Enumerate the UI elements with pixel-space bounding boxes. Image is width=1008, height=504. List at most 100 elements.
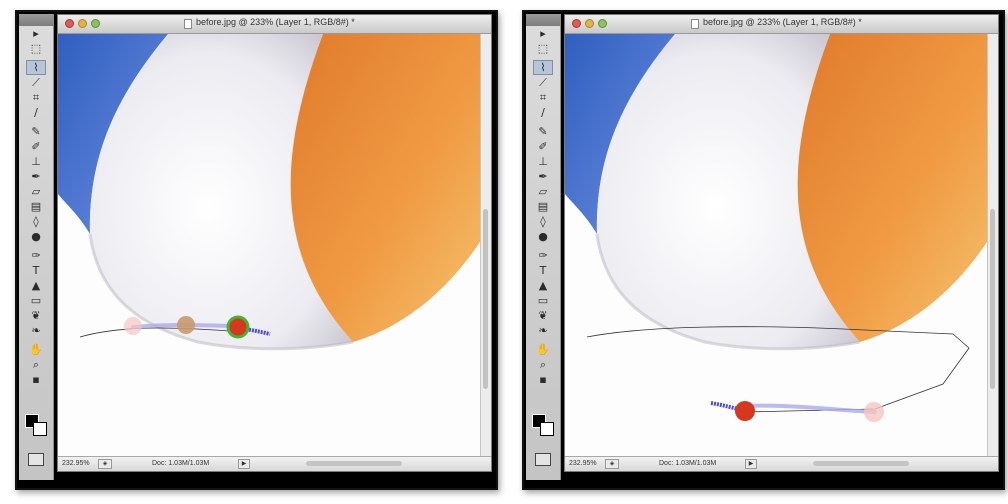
ball-white-panel [89,34,353,349]
gradient-tool-icon[interactable]: ▤ [537,200,549,213]
horizontal-scrollbar-thumb[interactable] [306,461,402,466]
tools-panel-grip[interactable] [526,14,560,26]
status-menu-arrow-icon[interactable]: ▶ [238,459,250,469]
background-color-swatch[interactable] [540,422,554,436]
crop-tool-icon[interactable]: ⌗ [539,91,547,104]
quick-mask-button[interactable] [535,453,551,466]
click-marker-active [226,315,250,339]
marquee-tool-icon[interactable]: ⬚ [537,42,549,55]
default-colors-icon[interactable]: ▪ [32,373,40,386]
status-menu-arrow-icon[interactable]: ▶ [745,459,757,469]
close-window-button[interactable] [572,19,581,28]
status-bar: 232.95% ◈ Doc: 1.03M/1.03M ▶ [58,456,491,471]
brush-tool-icon[interactable]: ✐ [31,140,41,153]
vertical-scrollbar-thumb[interactable] [483,209,488,389]
ball-blue-panel [565,34,675,234]
lasso-selection-path [79,327,244,338]
clone-stamp-tool-icon[interactable]: ⊥ [538,155,548,168]
polygonal-lasso-tool-icon[interactable]: ⌇ [26,60,46,75]
document-window: before.jpg @ 233% (Layer 1, RGB/8#) * [564,14,999,472]
ball-white-panel [596,34,860,349]
horizontal-scrollbar-thumb[interactable] [813,461,909,466]
background-color-swatch[interactable] [33,422,47,436]
zoom-level[interactable]: 232.95% [62,460,90,467]
hand-tool-icon[interactable]: ✋ [536,343,550,356]
move-tool-icon[interactable]: ▸ [540,27,546,40]
pen-tool-icon[interactable]: ✑ [31,249,41,262]
polygonal-lasso-tool-icon[interactable]: ⌇ [533,60,553,75]
document-size: Doc: 1.03M/1.03M [152,460,210,467]
eraser-tool-icon[interactable]: ▱ [31,185,41,198]
cursor-drag-stroke [242,327,271,336]
3d-orbit-tool-icon[interactable]: ❧ [538,324,548,337]
dodge-tool-icon[interactable]: ● [31,230,41,243]
quick-selection-tool-icon[interactable]: ⟋ [32,76,40,89]
document-icon [184,19,192,29]
healing-brush-tool-icon[interactable]: ✎ [31,125,41,138]
default-colors-icon[interactable]: ▪ [539,373,547,386]
crop-tool-icon[interactable]: ⌗ [32,91,40,104]
zoom-preset-icon[interactable]: ◈ [98,459,112,469]
rectangle-tool-icon[interactable]: ▭ [30,294,42,307]
document-icon [691,19,699,29]
path-selection-tool-icon[interactable]: ▲ [538,279,548,292]
3d-rotate-tool-icon[interactable]: ❦ [31,309,41,322]
marquee-tool-icon[interactable]: ⬚ [30,42,42,55]
document-titlebar: before.jpg @ 233% (Layer 1, RGB/8#) * [58,15,491,34]
canvas-image [565,34,988,457]
click-marker-active [735,401,755,421]
image-canvas[interactable] [565,34,988,457]
eyedropper-tool-icon[interactable]: ∕ [541,106,545,119]
3d-rotate-tool-icon[interactable]: ❦ [538,309,548,322]
vertical-scrollbar[interactable] [987,34,998,457]
rectangle-tool-icon[interactable]: ▭ [537,294,549,307]
ball-shadow-edge [595,233,861,351]
canvas-image [58,34,481,457]
click-marker-mid [177,316,195,334]
move-tool-icon[interactable]: ▸ [33,27,39,40]
zoom-level[interactable]: 232.95% [569,460,597,467]
tools-panel-grip[interactable] [19,14,53,26]
clone-stamp-tool-icon[interactable]: ⊥ [31,155,41,168]
cursor-trail [743,403,877,414]
screenshot-right: ▸ ⬚ ⌇ ⟋ ⌗ ∕ ✎ ✐ ⊥ ✒ ▱ ▤ ◊ ● ✑ T ▲ ▭ ❦ ❧ ✋ ⌕ ▪ before.jpg @ 233… [522,10,1005,490]
click-marker-faded [864,402,884,422]
color-swatches[interactable] [25,414,47,436]
image-canvas[interactable] [58,34,481,457]
color-swatches[interactable] [532,414,554,436]
zoom-preset-icon[interactable]: ◈ [605,459,619,469]
zoom-tool-icon[interactable]: ⌕ [32,358,40,371]
zoom-window-button[interactable] [91,19,100,28]
history-brush-tool-icon[interactable]: ✒ [538,170,548,183]
ball-blue-panel [58,34,168,234]
eraser-tool-icon[interactable]: ▱ [538,185,548,198]
screenshot-left: ▸ ⬚ ⌇ ⟋ ⌗ ∕ ✎ ✐ ⊥ ✒ ▱ ▤ ◊ ● ✑ T ▲ ▭ ❦ ❧ ✋ ⌕ ▪ before.jpg @ 233… [15,10,498,490]
dodge-tool-icon[interactable]: ● [538,230,548,243]
brush-tool-icon[interactable]: ✐ [538,140,548,153]
vertical-scrollbar-thumb[interactable] [990,209,995,389]
blur-tool-icon[interactable]: ◊ [540,215,546,228]
minimize-window-button[interactable] [78,19,87,28]
zoom-tool-icon[interactable]: ⌕ [539,358,547,371]
3d-orbit-tool-icon[interactable]: ❧ [31,324,41,337]
document-size: Doc: 1.03M/1.03M [659,460,717,467]
healing-brush-tool-icon[interactable]: ✎ [538,125,548,138]
type-tool-icon[interactable]: T [539,264,547,277]
path-selection-tool-icon[interactable]: ▲ [31,279,41,292]
document-window: before.jpg @ 233% (Layer 1, RGB/8#) * [57,14,492,472]
minimize-window-button[interactable] [585,19,594,28]
hand-tool-icon[interactable]: ✋ [29,343,43,356]
quick-selection-tool-icon[interactable]: ⟋ [539,76,547,89]
blur-tool-icon[interactable]: ◊ [33,215,39,228]
history-brush-tool-icon[interactable]: ✒ [31,170,41,183]
gradient-tool-icon[interactable]: ▤ [30,200,42,213]
quick-mask-button[interactable] [28,453,44,466]
zoom-window-button[interactable] [598,19,607,28]
close-window-button[interactable] [65,19,74,28]
vertical-scrollbar[interactable] [480,34,491,457]
type-tool-icon[interactable]: T [32,264,40,277]
eyedropper-tool-icon[interactable]: ∕ [34,106,38,119]
pen-tool-icon[interactable]: ✑ [538,249,548,262]
ball-orange-panel [797,34,988,342]
document-title: before.jpg @ 233% (Layer 1, RGB/8#) * [703,17,862,27]
